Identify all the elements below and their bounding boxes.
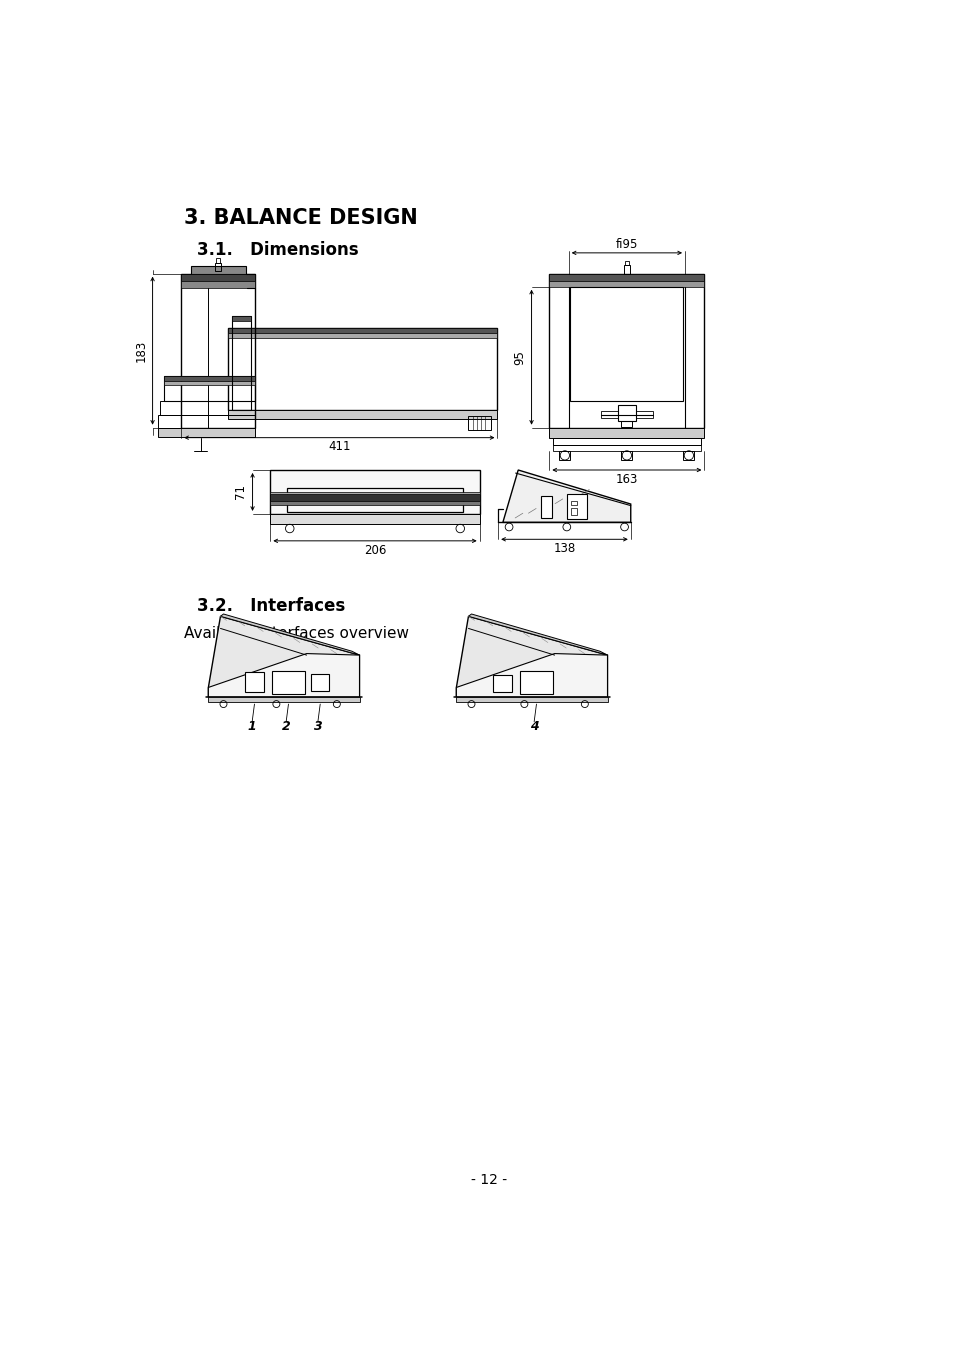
Bar [232, 316, 251, 321]
Text: 4: 4 [529, 720, 537, 733]
Bar [270, 470, 479, 514]
Text: 411: 411 [328, 440, 351, 454]
Text: 206: 206 [363, 544, 386, 556]
Bar [549, 274, 703, 281]
Bar [181, 274, 254, 428]
Bar [272, 671, 305, 694]
Bar [624, 262, 629, 265]
Bar [566, 494, 586, 520]
Bar [181, 274, 254, 281]
Polygon shape [502, 470, 630, 522]
Bar [164, 377, 254, 381]
Bar [549, 274, 703, 428]
Bar [191, 266, 245, 274]
Bar [553, 444, 700, 451]
Bar [570, 509, 577, 514]
Bar [228, 333, 497, 338]
Text: 2: 2 [281, 720, 291, 733]
Polygon shape [456, 617, 607, 697]
Bar [287, 487, 462, 513]
Bar [311, 674, 329, 691]
Bar [215, 258, 220, 263]
Text: 183: 183 [134, 340, 148, 362]
Bar [270, 514, 479, 524]
Bar [164, 377, 254, 401]
Bar [232, 316, 251, 410]
Bar [181, 281, 254, 288]
Bar [570, 501, 577, 505]
Polygon shape [468, 614, 607, 655]
Bar [208, 697, 359, 702]
Text: 163: 163 [615, 472, 638, 486]
Bar [228, 328, 497, 410]
Bar [636, 412, 653, 417]
Bar [160, 401, 254, 414]
Bar [553, 437, 700, 444]
Bar [558, 451, 570, 460]
Text: Available interfaces overview: Available interfaces overview [183, 625, 408, 640]
Polygon shape [208, 617, 359, 697]
Text: 3. BALANCE DESIGN: 3. BALANCE DESIGN [183, 208, 416, 228]
Polygon shape [208, 653, 359, 697]
Bar [164, 381, 254, 385]
Bar [270, 501, 479, 505]
Bar [540, 497, 552, 518]
Bar [158, 428, 254, 437]
Text: 3.1.   Dimensions: 3.1. Dimensions [196, 240, 358, 259]
Bar [214, 263, 221, 270]
Bar [623, 265, 629, 274]
Bar [682, 451, 694, 460]
Bar [492, 675, 512, 693]
Polygon shape [456, 653, 607, 697]
Text: 95: 95 [513, 350, 526, 365]
Text: 3: 3 [314, 720, 322, 733]
Bar [158, 414, 254, 428]
Bar [599, 412, 617, 417]
Bar [620, 451, 632, 460]
Text: fi95: fi95 [615, 238, 638, 251]
Bar [617, 405, 636, 421]
Bar [270, 494, 479, 501]
Bar [228, 410, 497, 420]
Bar [620, 421, 632, 427]
Text: 71: 71 [234, 485, 247, 500]
Bar [244, 672, 264, 693]
Polygon shape [220, 614, 359, 655]
Text: 1: 1 [248, 720, 256, 733]
Text: 3.2.   Interfaces: 3.2. Interfaces [196, 597, 345, 616]
Bar [549, 428, 703, 439]
Bar [570, 286, 682, 401]
Bar [456, 697, 607, 702]
Bar [228, 328, 497, 333]
Text: 138: 138 [553, 543, 575, 555]
Text: - 12 -: - 12 - [471, 1173, 506, 1187]
Bar [270, 491, 479, 494]
Bar [549, 281, 703, 286]
Bar [468, 416, 491, 429]
Bar [519, 671, 553, 694]
